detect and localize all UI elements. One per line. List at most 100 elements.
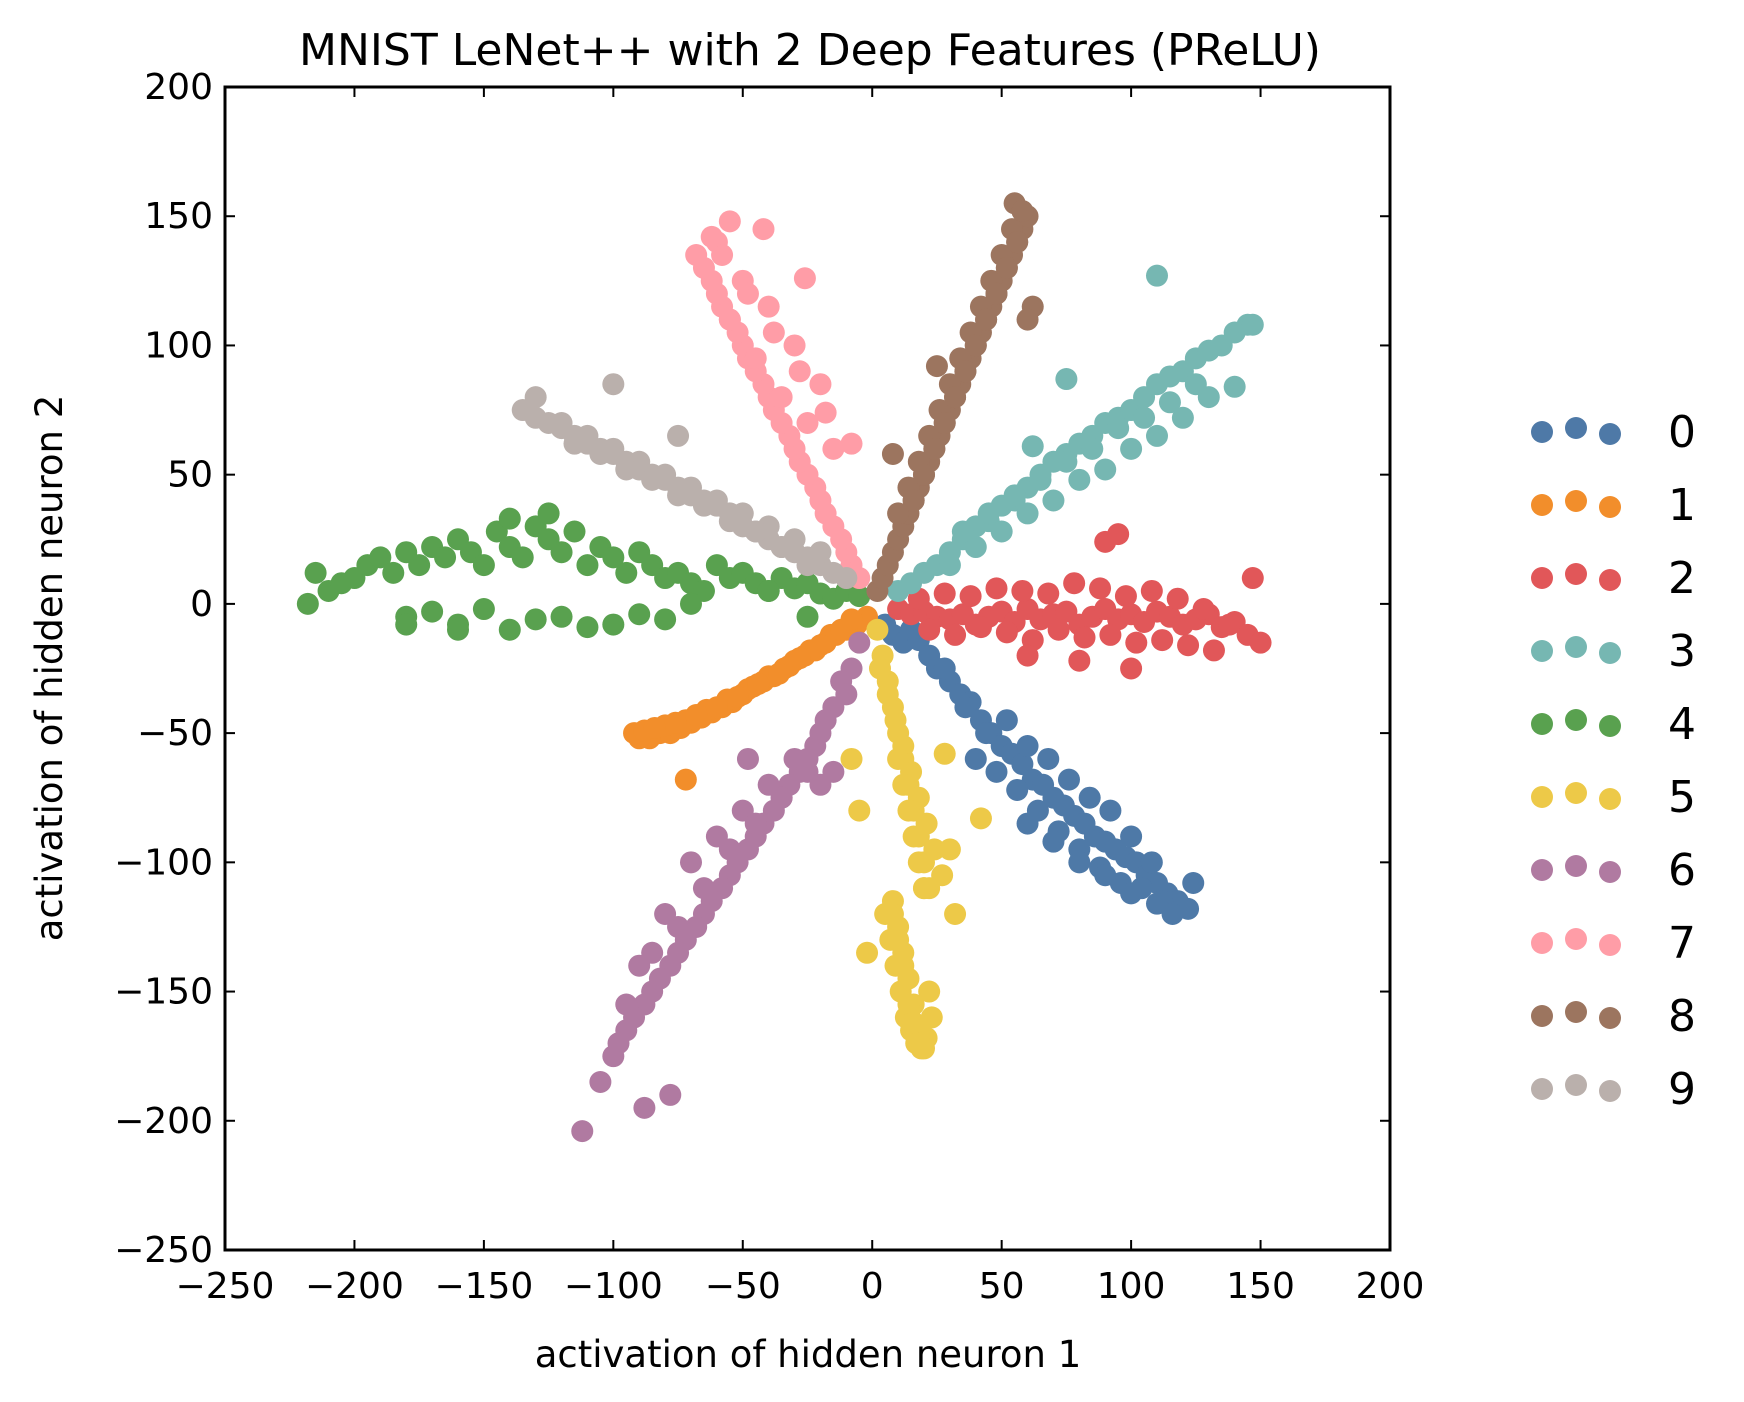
point-digit-7 (752, 218, 775, 241)
legend: 0 1 2 3 4 5 6 7 8 9 (1531, 407, 1696, 1115)
point-digit-4 (576, 616, 599, 639)
point-digit-4 (550, 541, 573, 564)
point-digit-2 (1151, 629, 1174, 652)
point-digit-0 (975, 722, 998, 745)
point-digit-6 (571, 1120, 594, 1143)
legend-marker-digit-6 (1599, 861, 1621, 883)
point-digit-2 (1114, 585, 1137, 608)
legend-marker-digit-9 (1565, 1074, 1587, 1096)
point-digit-4 (602, 546, 625, 569)
legend-marker-digit-0 (1531, 421, 1553, 443)
point-digit-0 (1120, 882, 1143, 905)
point-digit-4 (304, 561, 327, 584)
point-digit-8 (925, 355, 948, 378)
point-digit-2 (1166, 587, 1189, 610)
point-digit-0 (1037, 747, 1060, 770)
point-digit-4 (382, 561, 405, 584)
data-points (296, 192, 1272, 1143)
point-digit-2 (933, 582, 956, 605)
point-digit-5 (923, 838, 946, 861)
point-digit-0 (954, 696, 977, 719)
point-digit-3 (1094, 458, 1117, 481)
x-tick-label: −50 (705, 1266, 781, 1307)
point-digit-5 (848, 799, 871, 822)
point-digit-4 (498, 507, 521, 530)
point-digit-5 (876, 683, 899, 706)
point-digit-0 (1042, 830, 1065, 853)
point-digit-0 (985, 760, 1008, 783)
legend-marker-digit-3 (1531, 640, 1553, 662)
x-tick-label: −250 (176, 1266, 275, 1307)
point-digit-5 (938, 838, 961, 861)
point-digit-0 (1099, 799, 1122, 822)
point-digit-3 (977, 502, 1000, 525)
y-axis-label: activation of hidden neuron 2 (28, 395, 71, 942)
legend-marker-digit-3 (1599, 642, 1621, 664)
point-digit-7 (744, 347, 767, 370)
legend-marker-digit-4 (1565, 709, 1587, 731)
point-digit-0 (1068, 851, 1091, 874)
point-digit-4 (524, 608, 547, 631)
plot-area (225, 87, 1390, 1250)
point-digit-9 (667, 424, 690, 447)
point-digit-4 (615, 561, 638, 584)
plot-frame (223, 85, 1392, 1252)
legend-marker-digit-7 (1599, 934, 1621, 956)
point-digit-2 (1011, 579, 1034, 602)
point-digit-2 (1202, 639, 1225, 662)
y-tick-label: 100 (144, 325, 213, 366)
point-digit-9 (641, 468, 664, 491)
point-digit-2 (1037, 582, 1060, 605)
point-digit-4 (296, 592, 319, 615)
point-digit-3 (938, 554, 961, 577)
point-digit-9 (770, 536, 793, 559)
point-digit-9 (667, 484, 690, 507)
legend-marker-digit-4 (1599, 715, 1621, 737)
x-tick-label: −150 (434, 1266, 533, 1307)
point-digit-0 (1161, 903, 1184, 926)
x-tick-label: 50 (979, 1266, 1025, 1307)
point-digit-3 (951, 520, 974, 543)
point-digit-2 (1068, 649, 1091, 672)
point-digit-2 (1177, 634, 1200, 657)
point-digit-0 (1011, 753, 1034, 776)
x-axis-label: activation of hidden neuron 1 (535, 1333, 1082, 1376)
point-digit-6 (736, 747, 759, 770)
point-digit-2 (1120, 657, 1143, 680)
y-tick-label: −50 (137, 713, 213, 754)
legend-label-digit-2: 2 (1668, 553, 1696, 604)
point-digit-3 (1021, 435, 1044, 458)
point-digit-8 (944, 386, 967, 409)
point-digit-5 (868, 657, 891, 680)
point-digit-3 (1184, 373, 1207, 396)
point-digit-8 (954, 360, 977, 383)
point-digit-5 (892, 773, 915, 796)
legend-marker-digit-5 (1599, 788, 1621, 810)
legend-marker-digit-7 (1565, 928, 1587, 950)
point-digit-4 (537, 502, 560, 525)
point-digit-1 (664, 711, 687, 734)
legend-marker-digit-2 (1565, 563, 1587, 585)
legend-label-digit-1: 1 (1668, 480, 1696, 531)
legend-marker-digit-1 (1531, 494, 1553, 516)
point-digit-7 (809, 373, 832, 396)
x-tick-label: 150 (1226, 1266, 1295, 1307)
y-tick-label: −200 (114, 1101, 213, 1142)
point-digit-2 (918, 618, 941, 641)
point-digit-7 (840, 432, 863, 455)
legend-marker-digit-8 (1565, 1001, 1587, 1023)
point-digit-8 (1006, 231, 1029, 254)
legend-marker-digit-8 (1599, 1007, 1621, 1029)
point-digit-5 (892, 954, 915, 977)
point-digit-0 (1016, 735, 1039, 758)
point-digit-0 (1006, 778, 1029, 801)
point-digit-2 (969, 616, 992, 639)
point-digit-7 (700, 225, 723, 248)
point-digit-5 (856, 941, 879, 964)
legend-label-digit-8: 8 (1668, 991, 1696, 1042)
point-digit-9 (744, 520, 767, 543)
point-digit-6 (770, 786, 793, 809)
point-digit-5 (897, 993, 920, 1016)
point-digit-6 (602, 1045, 625, 1068)
point-digit-3 (1029, 468, 1052, 491)
